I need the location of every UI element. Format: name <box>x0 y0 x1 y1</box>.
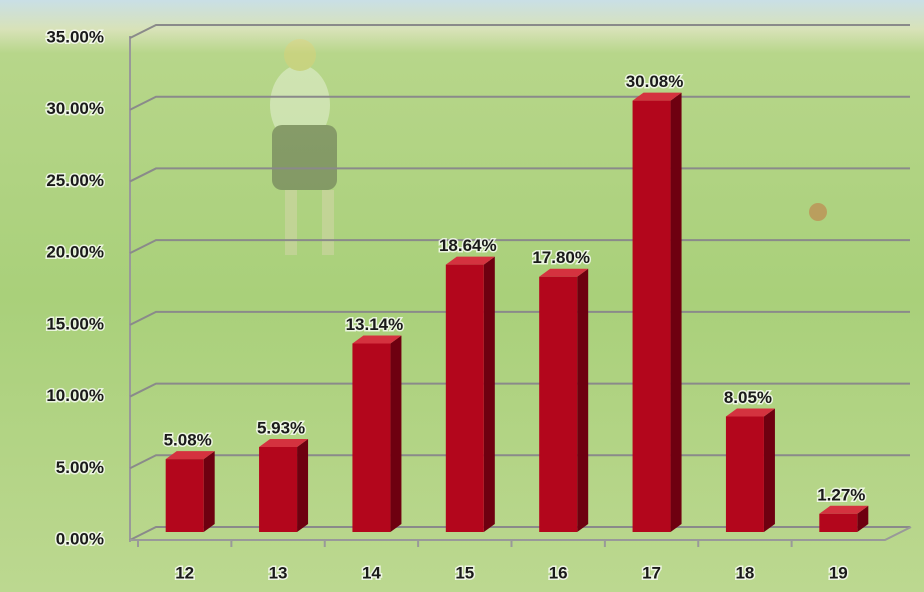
bar <box>819 505 869 532</box>
bar-side <box>763 408 775 532</box>
bar <box>352 335 402 532</box>
bar-front <box>165 459 204 532</box>
bar <box>259 438 309 532</box>
bar-top <box>165 451 215 460</box>
y-tick-label: 15.00% <box>46 314 104 333</box>
y-tick-label: 30.00% <box>46 99 104 118</box>
x-axis <box>130 526 912 541</box>
bar <box>632 92 682 532</box>
y-tick-label: 5.00% <box>56 458 104 477</box>
bar-top <box>352 335 402 344</box>
y-tick-label: 0.00% <box>56 529 104 548</box>
y-tick-label: 10.00% <box>46 386 104 405</box>
bar-front <box>539 276 578 532</box>
bar-front <box>445 264 484 532</box>
bar <box>539 268 589 532</box>
bar-top <box>632 92 682 101</box>
bar-side <box>577 268 589 532</box>
x-tick-label: 13 <box>269 563 288 582</box>
bar-front <box>632 100 671 532</box>
y-tick-label: 35.00% <box>46 27 104 46</box>
bar-side <box>297 438 309 532</box>
data-label: 30.08% <box>626 72 684 91</box>
bar-front <box>259 446 298 532</box>
bar-side <box>670 92 682 532</box>
y-tick-label: 25.00% <box>46 171 104 190</box>
data-label: 18.64% <box>439 236 497 255</box>
bar-top <box>539 268 589 277</box>
data-label: 17.80% <box>532 248 590 267</box>
bar <box>725 408 775 532</box>
bar-top <box>259 438 309 447</box>
x-tick-label: 19 <box>829 563 848 582</box>
bar <box>165 451 215 532</box>
x-tick-label: 16 <box>549 563 568 582</box>
bar-front <box>725 416 764 532</box>
data-label: 1.27% <box>817 485 865 504</box>
bar-side <box>857 505 869 532</box>
photo-figure <box>270 39 827 255</box>
x-tick-label: 15 <box>455 563 474 582</box>
x-tick-label: 18 <box>735 563 754 582</box>
bar-side <box>203 451 215 532</box>
data-label: 5.08% <box>164 431 212 450</box>
bar-top <box>819 505 869 514</box>
bar <box>445 256 495 532</box>
bar-top <box>725 408 775 417</box>
x-tick-label: 14 <box>362 563 381 582</box>
bar-top <box>445 256 495 265</box>
bar-front <box>352 343 391 532</box>
grid-line <box>129 24 910 39</box>
bar-front <box>819 513 858 532</box>
data-label: 8.05% <box>724 388 772 407</box>
x-tick-label: 12 <box>175 563 194 582</box>
data-label: 13.14% <box>346 315 404 334</box>
x-tick-label: 17 <box>642 563 661 582</box>
bar-side <box>483 256 495 532</box>
data-label: 5.93% <box>257 418 305 437</box>
y-tick-label: 20.00% <box>46 243 104 262</box>
bar-side <box>390 335 402 532</box>
